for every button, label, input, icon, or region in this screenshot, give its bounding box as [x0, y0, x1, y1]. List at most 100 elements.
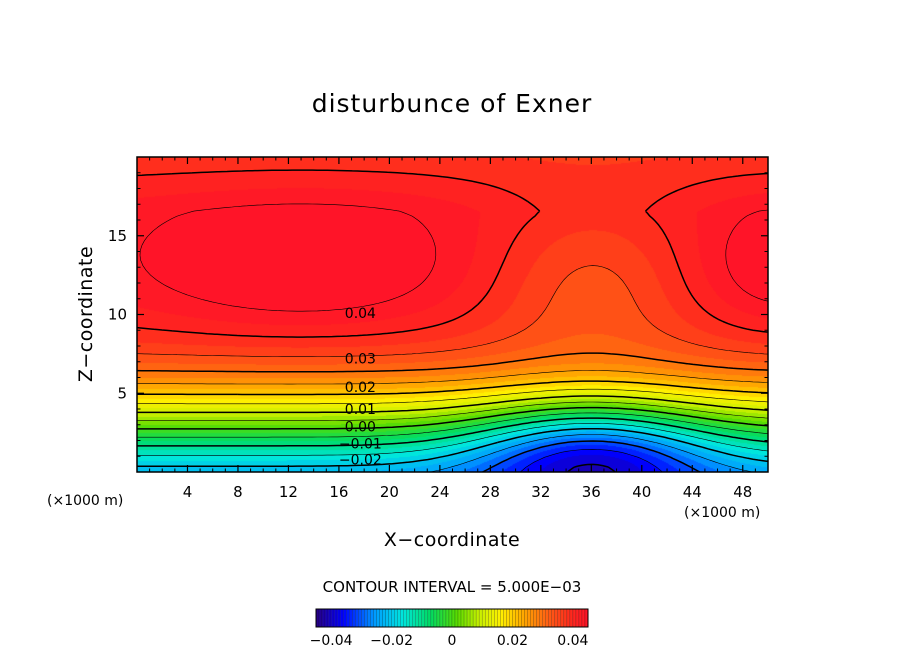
colorbar-stripe [321, 608, 326, 628]
contour-line [137, 423, 769, 456]
colorbar-stripe [469, 608, 474, 628]
colorbar-stripe [554, 608, 559, 628]
colorbar-stripe [400, 608, 404, 628]
colorbar-stripe [512, 608, 516, 628]
contour-line [139, 203, 769, 312]
contour-line [136, 352, 769, 373]
contour-line [137, 406, 769, 430]
colorbar-stripes [315, 608, 589, 628]
colorbar-stripe [478, 608, 483, 628]
colorbar-stripe [430, 608, 435, 628]
colorbar-stripe [345, 608, 350, 628]
x-tick-label: 48 [733, 483, 752, 501]
colorbar-stripe [509, 608, 513, 628]
colorbar-stripe [524, 608, 528, 628]
x-tick-label: 16 [329, 483, 348, 501]
colorbar-stripe [481, 608, 486, 628]
colorbar-stripe [539, 608, 543, 628]
colorbar-stripe [403, 608, 407, 628]
colorbar-stripe [563, 608, 568, 628]
x-tick-label: 40 [632, 483, 651, 501]
exner-contour-field [137, 157, 768, 472]
colorbar-stripe [330, 608, 335, 628]
colorbar-stripe [391, 608, 395, 628]
colorbar-stripe [518, 608, 522, 628]
contour-line [482, 440, 701, 473]
colorbar-stripe [385, 608, 389, 628]
colorbar-stripe [491, 608, 495, 628]
chart-title: disturbunce of Exner [312, 89, 593, 118]
y-tick-label: 5 [117, 384, 127, 402]
colorbar-stripe [533, 608, 537, 628]
colorbar-stripe [488, 608, 492, 628]
colorbar-stripe [324, 608, 329, 628]
contour-line [137, 412, 769, 438]
colorbar-stripe [336, 608, 341, 628]
contour-line [136, 169, 769, 338]
colorbar-stripe [364, 608, 368, 628]
x-unit-left: (×1000 m) [47, 493, 123, 509]
contour-line [137, 388, 769, 405]
contour-label: 0.02 [345, 380, 376, 396]
colorbar-stripe [427, 608, 432, 628]
colorbar-stripe [475, 608, 480, 628]
colorbar-stripe [466, 608, 471, 628]
x-unit-right: (×1000 m) [684, 505, 760, 521]
colorbar-tick-label: −0.04 [310, 633, 353, 649]
colorbar-stripe [560, 608, 565, 628]
colorbar-stripe [545, 608, 549, 628]
colorbar-stripe [361, 608, 365, 628]
colorbar-stripe [379, 608, 383, 628]
x-tick-label: 32 [531, 483, 550, 501]
contour-label: −0.01 [339, 437, 382, 453]
colorbar-stripe [318, 608, 323, 628]
colorbar-stripe [394, 608, 398, 628]
contour-line [137, 370, 769, 385]
colorbar-stripe [348, 608, 353, 628]
contour-labels: 0.04 0.03 0.02 0.010.00 −0.01−0.02 [339, 306, 382, 468]
colorbar-stripe [367, 608, 371, 628]
colorbar-stripe [566, 608, 571, 628]
colorbar-stripe [551, 608, 556, 628]
colorbar-tick-label: −0.02 [370, 633, 413, 649]
colorbar-stripe [460, 608, 465, 628]
contour-label: 0.03 [345, 352, 376, 368]
colorbar-stripe [439, 608, 444, 628]
contour-line [136, 265, 769, 357]
contour-label: 0.00 [345, 419, 376, 435]
x-tick-label: 12 [279, 483, 298, 501]
contour-line [137, 395, 769, 414]
colorbar-stripe [370, 608, 374, 628]
colorbar-tick-label: 0 [448, 633, 457, 649]
colorbar-stripe [355, 608, 359, 628]
colorbar-tick-label: 0.04 [557, 633, 588, 649]
x-tick-label: 20 [380, 483, 399, 501]
colorbar-stripe [339, 608, 344, 628]
colorbar-stripe [500, 608, 504, 628]
plot-area: 0.040.030.020.010.00−0.01−0.02 4 8 12 16 20 2… [108, 156, 769, 501]
y-axis-label: Z−coordinate [75, 246, 97, 382]
colorbar-stripe [575, 608, 580, 628]
colorbar-stripe [536, 608, 540, 628]
colorbar-stripe [358, 608, 362, 628]
x-tick-label: 44 [683, 483, 702, 501]
x-tick-label: 36 [582, 483, 601, 501]
colorbar-stripe [542, 608, 546, 628]
colorbar-stripe [497, 608, 501, 628]
x-ticks: 4 8 12 16 20 24 28 32 36 40 44 48 [149, 157, 756, 501]
y-tick-label: 10 [108, 306, 127, 324]
colorbar-stripe [569, 608, 574, 628]
colorbar-stripe [548, 608, 552, 628]
colorbar-stripe [515, 608, 519, 628]
colorbar-stripe [442, 608, 447, 628]
contour-label: −0.02 [339, 452, 382, 468]
x-tick-label: 4 [183, 483, 193, 501]
colorbar-stripe [433, 608, 438, 628]
colorbar-stripe [448, 608, 453, 628]
colorbar-stripe [581, 608, 586, 628]
colorbar-stripe [412, 608, 416, 628]
colorbar-stripe [472, 608, 477, 628]
colorbar-stripe [503, 608, 507, 628]
y-ticks: 5 10 15 [108, 172, 768, 457]
